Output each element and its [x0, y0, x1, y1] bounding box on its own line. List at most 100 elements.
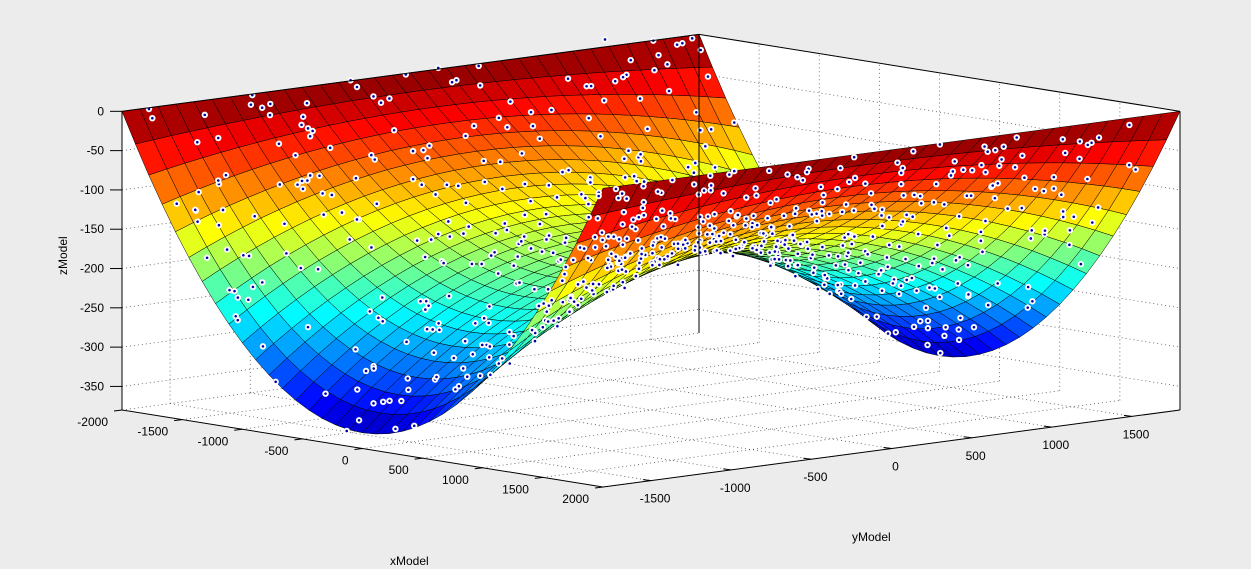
- marker-dot: [684, 238, 687, 242]
- marker-dot: [769, 201, 772, 205]
- marker-dot: [943, 203, 946, 206]
- scatter-point: [799, 177, 807, 184]
- scatter-point: [366, 308, 374, 315]
- marker-dot: [693, 249, 697, 252]
- scatter-point: [697, 127, 704, 134]
- marker-dot: [894, 330, 898, 334]
- z-tick-label: -50: [87, 144, 105, 158]
- marker-dot: [659, 235, 663, 239]
- scatter-point: [1095, 134, 1103, 141]
- x-tick-label: -1500: [137, 425, 168, 439]
- scatter-point: [701, 248, 709, 255]
- marker-dot: [427, 304, 430, 307]
- marker-dot: [1029, 237, 1033, 240]
- scatter-point: [203, 254, 211, 261]
- scatter-point: [587, 82, 595, 90]
- marker-dot: [834, 264, 838, 267]
- scatter-point: [435, 320, 442, 327]
- scatter-point: [924, 341, 931, 349]
- scatter-point: [521, 233, 528, 240]
- scatter-point: [989, 182, 996, 189]
- marker-dot: [354, 176, 358, 180]
- marker-dot: [306, 325, 310, 329]
- scatter-point: [706, 239, 714, 246]
- scatter-point: [1061, 149, 1069, 157]
- scatter-point: [851, 174, 859, 182]
- marker-dot: [340, 211, 344, 214]
- scatter-point: [379, 294, 386, 301]
- scatter-point: [304, 323, 312, 331]
- marker-dot: [751, 246, 754, 250]
- scatter-point: [857, 259, 864, 266]
- marker-dot: [452, 356, 456, 360]
- scatter-point: [548, 297, 555, 304]
- marker-dot: [196, 140, 199, 144]
- marker-dot: [853, 235, 856, 238]
- marker-dot: [348, 238, 352, 241]
- scatter-point: [917, 317, 924, 325]
- marker-dot: [1128, 123, 1131, 127]
- marker-dot: [766, 216, 769, 220]
- marker-dot: [388, 399, 391, 403]
- scatter-point: [460, 365, 467, 372]
- scatter-point: [1004, 205, 1011, 212]
- marker-dot: [370, 153, 373, 157]
- marker-dot: [773, 257, 776, 261]
- x-tick-label: 0: [342, 454, 349, 468]
- scatter-point: [909, 213, 916, 220]
- marker-dot: [381, 319, 385, 323]
- scatter-point: [915, 262, 922, 270]
- marker-dot: [901, 220, 905, 223]
- scatter-point: [787, 257, 794, 264]
- marker-dot: [841, 244, 845, 247]
- x-tick: [294, 438, 303, 441]
- marker-dot: [704, 144, 707, 148]
- marker-dot: [233, 289, 236, 293]
- marker-dot: [551, 251, 555, 255]
- scatter-point: [994, 180, 1002, 187]
- marker-dot: [825, 277, 829, 280]
- y-tick-label: -1000: [720, 481, 751, 495]
- z-tick-label: -150: [80, 222, 104, 236]
- scatter-point: [936, 141, 944, 148]
- scatter-point: [957, 314, 964, 322]
- marker-dot: [640, 252, 643, 256]
- scatter-point: [1066, 227, 1074, 234]
- scatter-point: [548, 106, 555, 114]
- marker-dot: [675, 43, 679, 46]
- scatter-point: [594, 215, 601, 222]
- scatter-point: [639, 204, 647, 212]
- scatter-point: [194, 139, 201, 146]
- scatter-point: [951, 158, 958, 165]
- scatter-point: [682, 236, 689, 244]
- marker-dot: [381, 400, 385, 404]
- marker-dot: [538, 137, 542, 140]
- marker-dot: [354, 348, 357, 351]
- scatter-point: [499, 185, 506, 193]
- scatter-point: [960, 166, 967, 174]
- marker-dot: [472, 124, 476, 128]
- marker-dot: [589, 181, 592, 184]
- marker-dot: [438, 328, 441, 332]
- marker-dot: [564, 236, 568, 240]
- scatter-point: [601, 36, 609, 43]
- marker-dot: [435, 375, 438, 379]
- scatter-point: [445, 292, 453, 300]
- scatter-point: [636, 95, 644, 102]
- marker-dot: [708, 224, 712, 227]
- x-tick-label: 1000: [442, 473, 469, 487]
- marker-dot: [642, 213, 646, 217]
- marker-dot: [603, 38, 607, 41]
- marker-dot: [547, 234, 551, 237]
- scatter-point: [392, 425, 399, 433]
- marker-dot: [913, 193, 916, 197]
- scatter-point: [495, 360, 502, 367]
- scatter-point: [899, 164, 906, 172]
- scatter-point: [371, 156, 378, 163]
- marker-dot: [843, 236, 846, 239]
- marker-dot: [880, 289, 884, 292]
- z-tick-label: -300: [80, 340, 104, 354]
- scatter-point: [936, 293, 943, 301]
- scatter-point: [545, 302, 553, 309]
